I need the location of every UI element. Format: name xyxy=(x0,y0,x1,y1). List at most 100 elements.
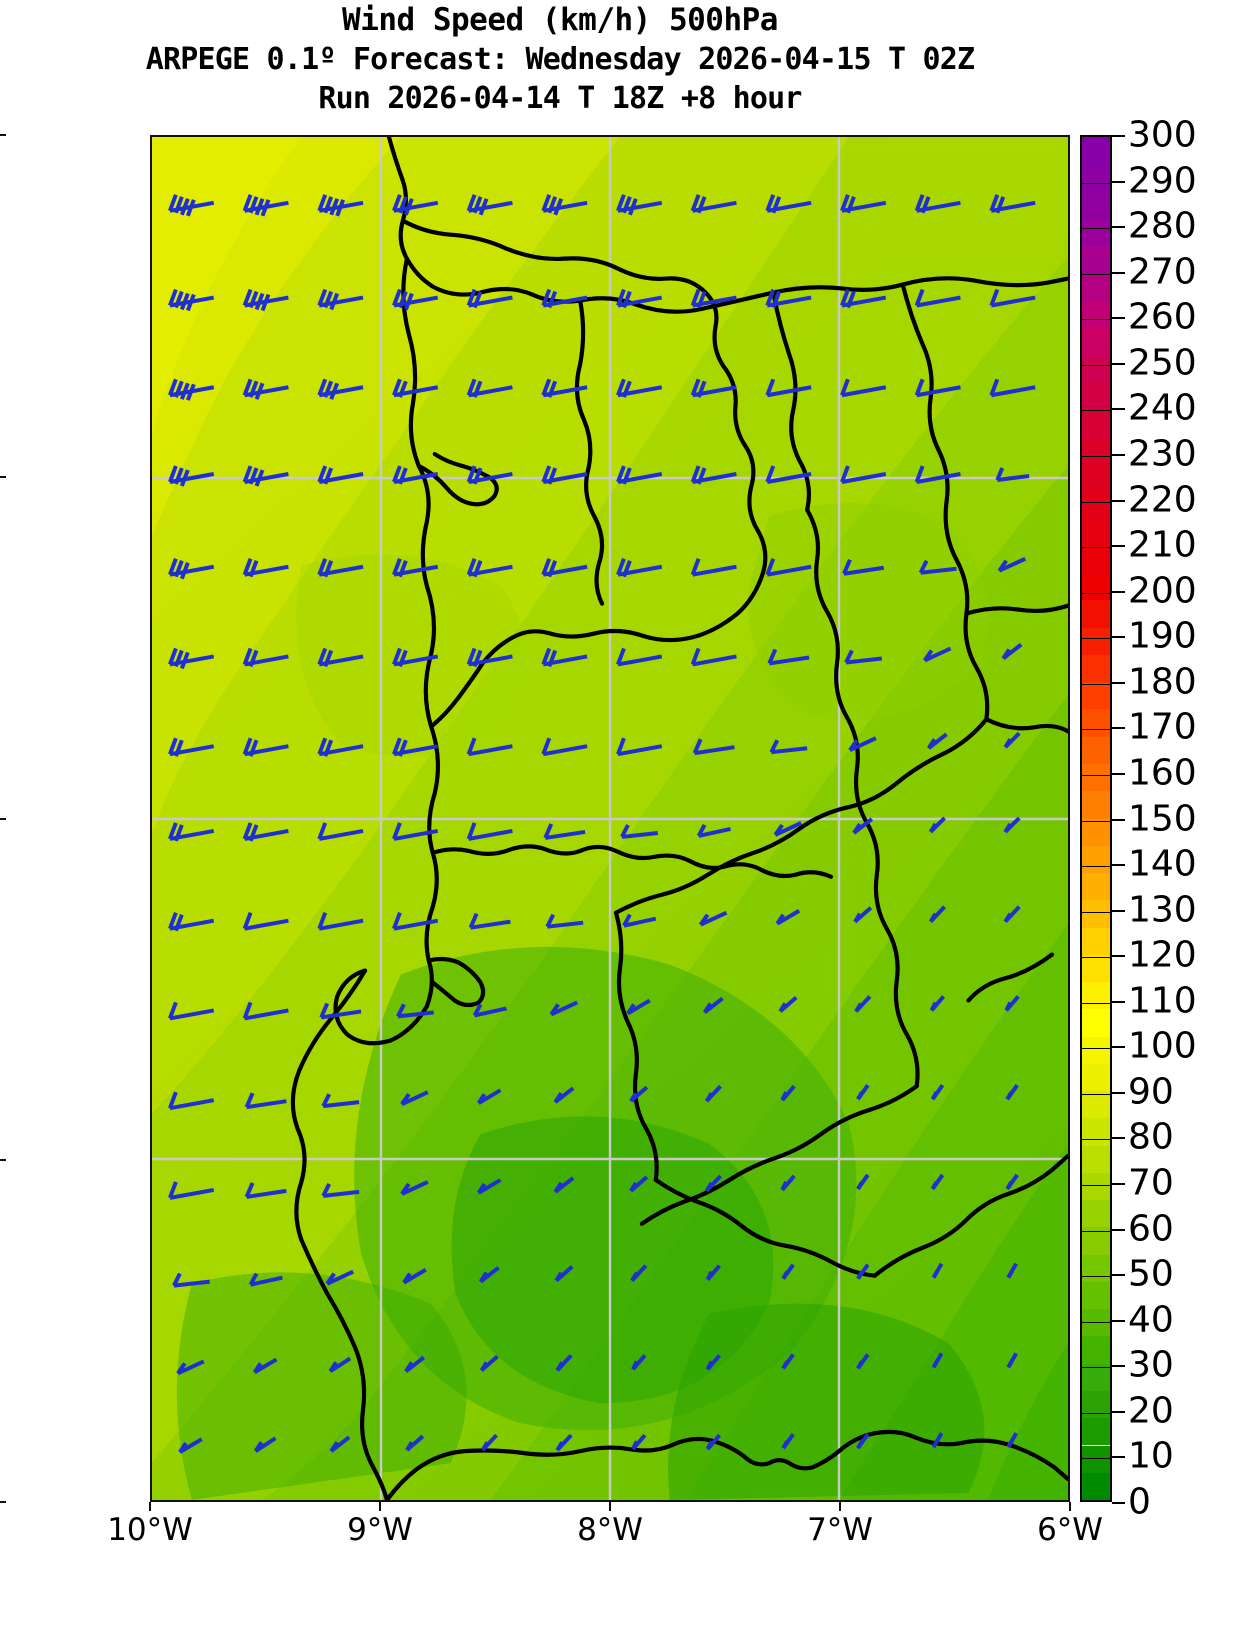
colorbar-tick-label: 250 xyxy=(1128,342,1197,384)
colorbar-band xyxy=(1082,764,1110,792)
colorbar-tick-label: 270 xyxy=(1128,251,1197,293)
y-tick xyxy=(0,1159,6,1161)
colorbar-tick-label: 50 xyxy=(1128,1253,1174,1295)
chart-title-block: Wind Speed (km/h) 500hPa ARPEGE 0.1º For… xyxy=(0,0,1120,118)
colorbar-separator xyxy=(1082,1458,1110,1460)
x-axis-label-6W: 6°W xyxy=(1037,1512,1103,1548)
colorbar-band xyxy=(1082,300,1110,328)
colorbar-band xyxy=(1082,873,1110,901)
colorbar-tick-label: 30 xyxy=(1128,1344,1174,1386)
wind-barb-field xyxy=(168,194,1036,1454)
colorbar-tick xyxy=(1112,135,1125,137)
colorbar-tick-label: 60 xyxy=(1128,1208,1174,1250)
colorbar-separator xyxy=(1082,1230,1110,1232)
colorbar-tick-label: 20 xyxy=(1128,1390,1174,1432)
colorbar-band xyxy=(1082,1336,1110,1364)
colorbar-separator xyxy=(1082,319,1110,321)
colorbar-tick xyxy=(1112,590,1125,593)
x-tick xyxy=(379,1502,381,1511)
chart-subtitle-forecast: ARPEGE 0.1º Forecast: Wednesday 2026-04-… xyxy=(145,42,975,77)
colorbar-separator xyxy=(1082,1185,1110,1187)
colorbar-band xyxy=(1082,927,1110,955)
colorbar-tick xyxy=(1112,1410,1125,1413)
colorbar-tick-label: 40 xyxy=(1128,1299,1174,1341)
colorbar-separator xyxy=(1082,1093,1110,1095)
colorbar-band xyxy=(1082,1145,1110,1173)
y-tick xyxy=(0,1501,6,1503)
colorbar-band xyxy=(1082,246,1110,274)
colorbar-separator xyxy=(1082,182,1110,184)
colorbar-tick xyxy=(1112,1502,1125,1504)
colorbar-separator xyxy=(1082,1412,1110,1414)
chart-subtitle-run: Run 2026-04-14 T 18Z +8 hour xyxy=(318,81,802,116)
colorbar-separator xyxy=(1082,1139,1110,1141)
colorbar-band xyxy=(1082,191,1110,219)
colorbar-band xyxy=(1082,1036,1110,1064)
colorbar-gradient xyxy=(1082,137,1110,1500)
x-tick xyxy=(1069,1502,1071,1511)
colorbar-band xyxy=(1082,409,1110,437)
colorbar-tick-label: 90 xyxy=(1128,1071,1174,1113)
colorbar-band xyxy=(1082,791,1110,819)
colorbar-separator xyxy=(1082,729,1110,731)
colorbar-band xyxy=(1082,464,1110,492)
colorbar-separator xyxy=(1082,638,1110,640)
colorbar-tick xyxy=(1112,1456,1125,1459)
colorbar-band xyxy=(1082,1309,1110,1337)
colorbar-separator xyxy=(1082,1276,1110,1278)
colorbar-band xyxy=(1082,436,1110,465)
colorbar-tick xyxy=(1112,1319,1125,1322)
colorbar-band xyxy=(1082,682,1110,710)
colorbar-band xyxy=(1082,736,1110,764)
x-tick xyxy=(609,1502,611,1511)
colorbar-tick xyxy=(1112,226,1125,229)
colorbar-tick xyxy=(1112,818,1125,821)
colorbar-tick xyxy=(1112,1137,1125,1140)
colorbar-band xyxy=(1082,1172,1110,1201)
colorbar-separator xyxy=(1082,455,1110,457)
wind-speed-contour-svg xyxy=(152,137,1068,1500)
colorbar-separator xyxy=(1082,1367,1110,1369)
colorbar-tick-label: 300 xyxy=(1128,114,1197,156)
colorbar-separator xyxy=(1082,273,1110,275)
colorbar-band xyxy=(1082,1118,1110,1146)
colorbar-separator xyxy=(1082,410,1110,412)
colorbar-band xyxy=(1082,355,1110,383)
colorbar-band xyxy=(1082,1200,1110,1228)
wind-speed-field xyxy=(152,137,1068,1500)
colorbar-tick xyxy=(1112,1046,1125,1049)
colorbar-separator xyxy=(1082,501,1110,503)
colorbar-band xyxy=(1082,164,1110,192)
colorbar-separator xyxy=(1082,364,1110,366)
colorbar-band xyxy=(1082,218,1110,247)
colorbar-tick xyxy=(1112,1274,1125,1277)
colorbar-tick xyxy=(1112,453,1125,456)
colorbar-tick xyxy=(1112,499,1125,502)
colorbar-band xyxy=(1082,709,1110,737)
colorbar-tick-label: 220 xyxy=(1128,479,1197,521)
colorbar-separator xyxy=(1082,683,1110,685)
colorbar-band xyxy=(1082,1227,1110,1255)
colorbar-separator xyxy=(1082,228,1110,230)
colorbar xyxy=(1080,135,1112,1502)
colorbar-band xyxy=(1082,654,1110,683)
colorbar-band xyxy=(1082,1091,1110,1119)
colorbar-tick xyxy=(1112,408,1125,411)
colorbar-separator xyxy=(1082,820,1110,822)
colorbar-tick-label: 80 xyxy=(1128,1116,1174,1158)
colorbar-tick-label: 260 xyxy=(1128,296,1197,338)
colorbar-band xyxy=(1082,627,1110,655)
colorbar-band xyxy=(1082,327,1110,356)
colorbar-band xyxy=(1082,1009,1110,1037)
colorbar-separator xyxy=(1082,1048,1110,1050)
colorbar-tick-label: 280 xyxy=(1128,205,1197,247)
colorbar-separator xyxy=(1082,911,1110,913)
colorbar-tick xyxy=(1112,1228,1125,1231)
colorbar-band xyxy=(1082,600,1110,628)
colorbar-band xyxy=(1082,818,1110,846)
colorbar-band xyxy=(1082,982,1110,1010)
colorbar-tick xyxy=(1112,636,1125,639)
colorbar-tick-label: 190 xyxy=(1128,615,1197,657)
colorbar-band xyxy=(1082,845,1110,874)
colorbar-band xyxy=(1082,382,1110,410)
